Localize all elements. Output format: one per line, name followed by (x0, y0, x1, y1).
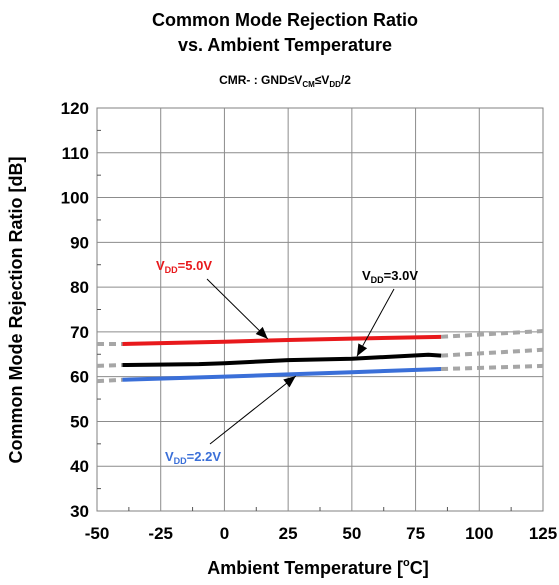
series-label-rest: =3.0V (384, 268, 419, 283)
x-tick-label: -25 (148, 524, 173, 543)
series-label-sub: DD (371, 275, 384, 285)
x-tick-label: 0 (220, 524, 229, 543)
x-tick-label: 50 (342, 524, 361, 543)
y-tick-label: 40 (70, 457, 89, 476)
y-tick-label: 90 (70, 233, 89, 252)
y-tick-label: 30 (70, 502, 89, 521)
annotation-leader-vdd-5-0v (206, 278, 269, 340)
series-label-rest: =2.2V (187, 449, 222, 464)
series-extrapolation-right-vdd-5-0v (440, 328, 544, 339)
chart-title-line1: Common Mode Rejection Ratio (152, 10, 418, 30)
series-label-vdd-3-0v: VDD=3.0V (362, 268, 418, 285)
x-axis-label-main: Ambient Temperature [ (207, 558, 403, 578)
x-axis-label: Ambient Temperature [oC] (207, 557, 428, 578)
series-line-vdd-3-0v (122, 352, 442, 368)
series-extrapolation-right-vdd-3-0v (440, 347, 544, 358)
y-tick-label: 100 (61, 189, 89, 208)
y-tick-label: 120 (61, 99, 89, 118)
x-tick-label: 100 (465, 524, 493, 543)
x-tick-label: -50 (85, 524, 110, 543)
series-line-vdd-5-0v (122, 334, 442, 346)
y-tick-labels: 30 40 50 60 70 80 90 100 110 120 (61, 99, 89, 521)
annotation-arrowhead-vdd-2-2v (283, 375, 296, 388)
grid-lines (97, 108, 543, 511)
x-axis-label-end: C] (410, 558, 429, 578)
series-label-v: V (156, 258, 165, 273)
subtitle-mid: ≤V (315, 73, 330, 87)
series-lines (96, 328, 544, 384)
y-tick-label: 110 (62, 144, 89, 163)
chart-subtitle: CMR- : GND≤VCM≤VDD/2 (219, 73, 351, 89)
annotation-arrowhead-vdd-3-0v (356, 343, 368, 357)
series-label-vdd-2-2v: VDD=2.2V (165, 449, 221, 466)
x-tick-labels: -50 -25 0 25 50 75 100 125 (85, 524, 557, 543)
y-tick-label: 80 (70, 278, 89, 297)
annotation-leader-vdd-3-0v (356, 288, 395, 357)
plot-frame (96, 107, 544, 512)
series-label-rest: =5.0V (178, 258, 213, 273)
x-tick-label: 75 (406, 524, 425, 543)
x-tick-label: 25 (279, 524, 298, 543)
series-extrapolation-left-vdd-3-0v (96, 363, 123, 368)
series-extrapolation-left-vdd-2-2v (96, 377, 123, 384)
chart-title-line2: vs. Ambient Temperature (178, 35, 392, 55)
series-label-v: V (362, 268, 371, 283)
series-label-vdd-5-0v: VDD=5.0V (156, 258, 212, 275)
x-tick-label: 125 (529, 524, 557, 543)
annotation-arrowhead-vdd-5-0v (255, 326, 268, 339)
y-axis-label: Common Mode Rejection Ratio [dB] (6, 157, 26, 464)
series-label-sub: DD (174, 456, 187, 466)
series-line-vdd-2-2v (122, 367, 442, 382)
series-extrapolation-right-vdd-2-2v (440, 363, 544, 372)
subtitle-prefix: CMR- : GND≤V (219, 73, 302, 87)
subtitle-sub-cm: CM (302, 80, 315, 89)
subtitle-sub-dd: DD (329, 80, 341, 89)
x-axis-label-sup: o (403, 557, 410, 569)
series-label-sub: DD (165, 265, 178, 275)
y-tick-label: 70 (70, 323, 89, 342)
y-tick-label: 60 (70, 368, 89, 387)
subtitle-suffix: /2 (341, 73, 351, 87)
y-tick-label: 50 (70, 412, 89, 431)
series-label-v: V (165, 449, 174, 464)
annotation-leader-vdd-2-2v (209, 375, 297, 445)
